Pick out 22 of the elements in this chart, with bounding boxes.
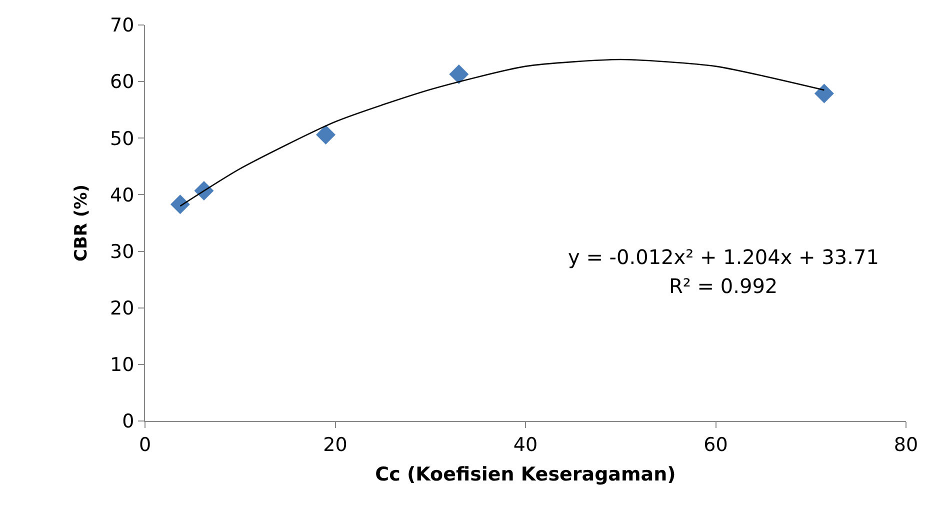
y-tick-label: 50	[110, 128, 134, 150]
x-axis-title: Cc (Koefisien Keseragaman)	[375, 464, 676, 486]
x-tick-label: 80	[894, 434, 918, 456]
y-tick-label: 0	[122, 410, 134, 433]
x-tick-label: 40	[513, 434, 538, 456]
y-tick-label: 30	[110, 240, 134, 263]
x-tick-label: 60	[704, 434, 728, 456]
point	[170, 194, 190, 214]
y-tick-label: 60	[110, 71, 134, 94]
annotation: R² = 0.992	[669, 274, 778, 298]
y-tick-label: 70	[110, 14, 134, 37]
y-tick-label: 20	[110, 298, 134, 320]
y-axis-title: CBR (%)	[72, 184, 92, 262]
point	[449, 64, 469, 84]
x-tick-label: 0	[138, 434, 152, 456]
annotation: y = -0.012x² + 1.204x + 33.71	[568, 245, 879, 269]
y-tick-label: 10	[110, 354, 134, 376]
x-tick-label: 20	[323, 434, 348, 456]
point	[316, 125, 336, 144]
point	[814, 84, 834, 104]
y-tick-label: 40	[110, 184, 134, 206]
point	[194, 181, 214, 200]
